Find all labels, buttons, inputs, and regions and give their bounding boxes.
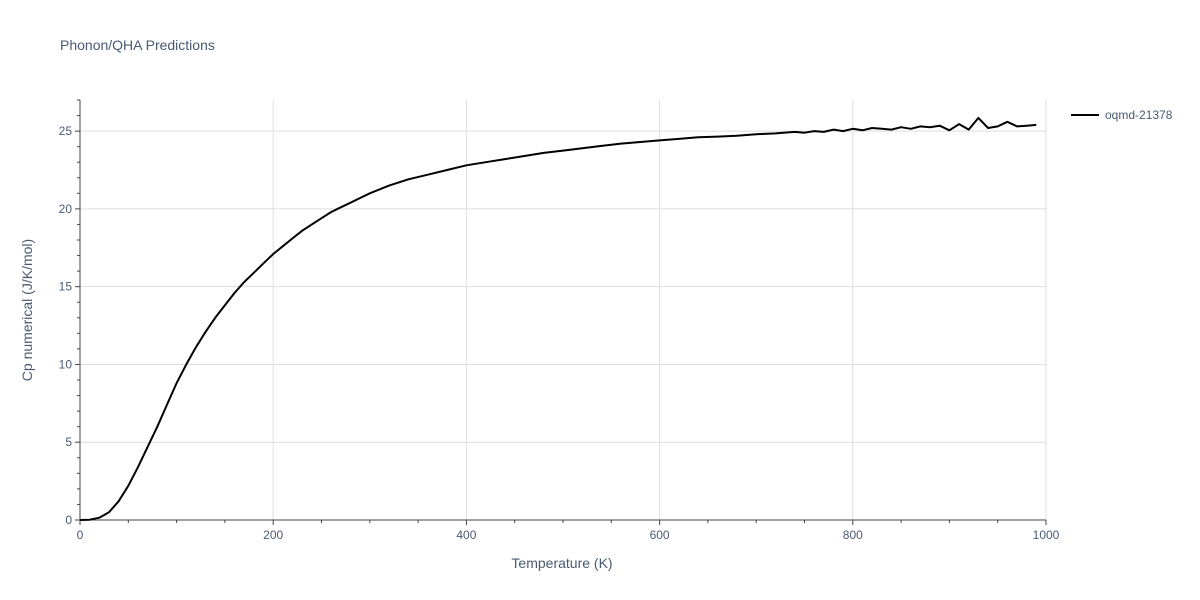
series-line-oqmd-21378[interactable] [79, 116, 1037, 521]
y-tick-label: 0 [65, 513, 72, 527]
legend-label-oqmd-21378: oqmd-21378 [1105, 108, 1173, 122]
tick-labels: 0 200 400 600 800 1000 0 5 10 15 20 25 [59, 124, 1060, 542]
gridlines [80, 100, 1047, 520]
y-tick-label: 10 [59, 357, 73, 371]
x-tick-label: 200 [263, 528, 283, 542]
x-axis-title: Temperature (K) [511, 555, 612, 571]
legend[interactable]: oqmd-21378 [1071, 108, 1173, 122]
y-tick-label: 5 [65, 435, 72, 449]
x-tick-label: 800 [843, 528, 863, 542]
x-tick-label: 400 [456, 528, 476, 542]
x-tick-label: 0 [77, 528, 84, 542]
x-tick-label: 600 [650, 528, 670, 542]
y-tick-label: 25 [59, 124, 73, 138]
series-lines [79, 116, 1037, 521]
y-axis-title: Cp numerical (J/K/mol) [19, 239, 35, 381]
chart-title: Phonon/QHA Predictions [60, 37, 215, 53]
axes [75, 99, 1047, 525]
x-tick-label: 1000 [1033, 528, 1060, 542]
y-tick-label: 20 [59, 202, 73, 216]
y-tick-label: 15 [59, 280, 73, 294]
